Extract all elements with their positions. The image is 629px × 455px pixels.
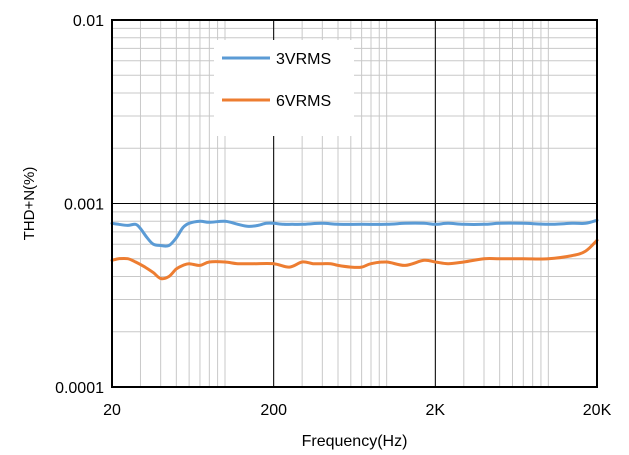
x-axis-label: Frequency(Hz) xyxy=(302,433,408,450)
y-axis-label: THD+N(%) xyxy=(21,167,38,241)
tick-labels: 20 200 2K 20K 0.0001 0.001 0.01 xyxy=(55,13,612,419)
x-tick-label: 20K xyxy=(583,402,612,419)
series-layer xyxy=(110,218,599,281)
x-tick-label: 20 xyxy=(103,402,121,419)
y-tick-label: 0.01 xyxy=(73,13,104,30)
plot-area-frame xyxy=(111,19,598,388)
x-tick-label: 200 xyxy=(260,402,287,419)
legend-box xyxy=(214,40,354,136)
legend: 3VRMS 6VRMS xyxy=(214,40,354,136)
series-line-3vrms xyxy=(110,218,599,248)
x-tick-label: 2K xyxy=(426,402,446,419)
legend-label: 3VRMS xyxy=(276,51,331,68)
series-line-6vrms xyxy=(110,238,599,281)
y-tick-label: 0.001 xyxy=(64,197,104,214)
legend-label: 6VRMS xyxy=(276,93,331,110)
y-tick-label: 0.0001 xyxy=(55,380,104,397)
